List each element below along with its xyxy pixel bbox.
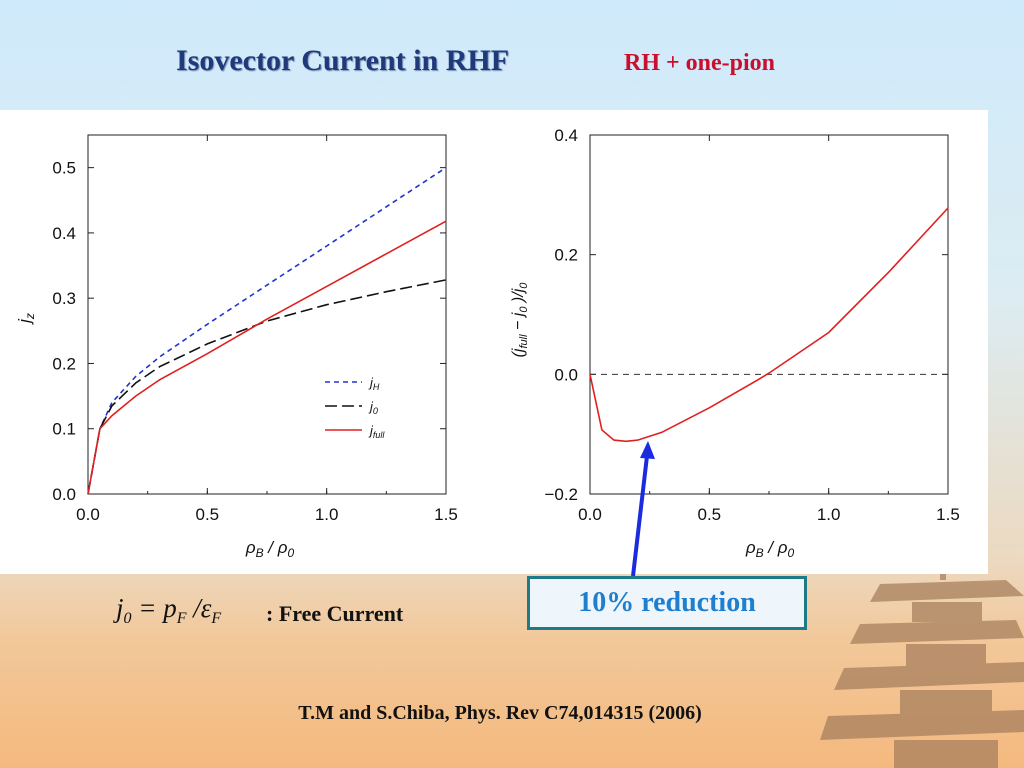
pagoda-illustration (820, 540, 1024, 768)
free-current-label: : Free Current (266, 601, 404, 626)
right-y-tick-label: 0.2 (554, 246, 578, 265)
right-chart: 0.0 0.5 1.0 1.5−0.20.00.20.4 (jfull − j0 )/… (510, 126, 960, 560)
citation: T.M and S.Chiba, Phys. Rev C74,014315 (2… (298, 702, 702, 724)
left-y-tick-label: 0.0 (52, 485, 76, 504)
right-x-tick-label: 1.5 (936, 505, 960, 524)
chart-panel: 0.0 0.5 1.0 1.5 0.0 0.1 0.2 0.3 0.4 0.5 jz ρB / ρ… (0, 110, 988, 574)
right-y-tick-label: 0.0 (554, 365, 578, 384)
left-x-tick-label: 1.5 (434, 505, 458, 524)
left-y-tick-label: 0.3 (52, 289, 76, 308)
left-series-jfull (87, 220, 447, 495)
right-x-tick-label: 1.0 (817, 505, 841, 524)
right-plot-frame (589, 134, 949, 495)
legend-label-j0: j0 (368, 399, 378, 416)
charts-svg: 0.0 0.5 1.0 1.5 0.0 0.1 0.2 0.3 0.4 0.5 jz ρB / ρ… (15, 126, 960, 560)
left-y-axis-label: jz (15, 313, 37, 325)
reduction-callout: 10% reduction (527, 576, 807, 630)
left-x-tick-label: 0.0 (76, 505, 100, 524)
left-y-tick-label: 0.5 (52, 159, 76, 178)
right-series-line0 (589, 207, 949, 443)
left-chart: 0.0 0.5 1.0 1.5 0.0 0.1 0.2 0.3 0.4 0.5 jz ρB / ρ… (15, 134, 458, 560)
reduction-callout-text: 10% reduction (578, 587, 756, 618)
left-x-tick-label: 1.0 (315, 505, 339, 524)
right-x-tick-label: 0.0 (578, 505, 602, 524)
left-x-axis-label: ρB / ρ0 (245, 538, 295, 560)
right-y-tick-label: 0.4 (554, 126, 578, 145)
free-current-formula: j0 = pF /εF (116, 593, 222, 627)
right-y-tick-label: −0.2 (544, 485, 578, 504)
right-x-axis-label: ρB / ρ0 (745, 538, 795, 560)
left-legend: jH j0 jfull (325, 375, 385, 440)
slide-title: Isovector Current in RHF (176, 44, 510, 77)
slide-subtitle: RH + one-pion (624, 50, 776, 76)
legend-label-jfull: jfull (368, 423, 385, 440)
left-y-tick-label: 0.2 (52, 354, 76, 373)
right-y-axis-label: (jfull − j0 )/j0 (510, 282, 530, 358)
left-plot-frame (87, 134, 447, 495)
legend-label-jH: jH (368, 375, 380, 392)
left-x-tick-label: 0.5 (196, 505, 220, 524)
right-x-tick-label: 0.5 (698, 505, 722, 524)
left-y-tick-label: 0.4 (52, 224, 76, 243)
left-series-jH (87, 166, 447, 495)
left-y-tick-label: 0.1 (52, 420, 76, 439)
left-series-j0 (87, 279, 447, 495)
